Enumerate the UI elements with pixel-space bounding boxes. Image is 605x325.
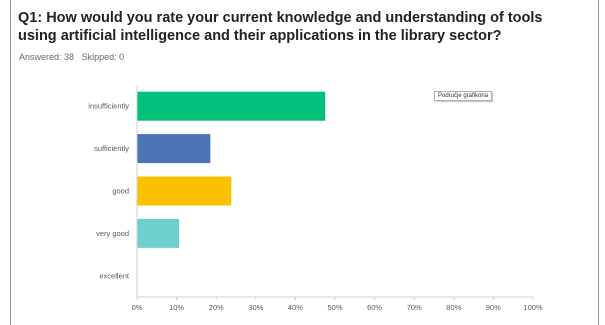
x-tick-label: 60% bbox=[367, 303, 382, 312]
skipped-count: Skipped: 0 bbox=[81, 52, 125, 62]
x-tick-label: 100% bbox=[523, 303, 543, 312]
survey-panel bbox=[10, 0, 599, 325]
bar-sufficiently bbox=[137, 134, 211, 164]
x-tick-label: 10% bbox=[169, 303, 184, 312]
x-tick-label: 30% bbox=[248, 303, 263, 312]
x-tick-label: 80% bbox=[446, 303, 461, 312]
category-label: insufficiently bbox=[88, 102, 129, 111]
bar-very-good bbox=[137, 218, 180, 248]
x-tick-label: 20% bbox=[209, 303, 224, 312]
x-tick-label: 90% bbox=[486, 303, 501, 312]
x-tick-label: 0% bbox=[132, 303, 143, 312]
answered-count: Answered: 38 bbox=[19, 52, 75, 62]
category-label: excellent bbox=[99, 271, 130, 280]
x-tick-label: 70% bbox=[407, 303, 422, 312]
category-label: very good bbox=[96, 229, 129, 238]
category-label: sufficiently bbox=[94, 144, 129, 153]
bar-good bbox=[137, 176, 232, 206]
x-tick-label: 50% bbox=[327, 303, 342, 312]
question-title: Q1: How would you rate your current know… bbox=[18, 10, 543, 44]
response-stats: Answered: 38 Skipped: 0 bbox=[19, 52, 124, 62]
x-tick-label: 40% bbox=[288, 303, 303, 312]
bar-insufficiently bbox=[137, 91, 326, 121]
category-label: good bbox=[112, 187, 129, 196]
chart-area-tooltip: Područje grafikona bbox=[434, 91, 493, 101]
